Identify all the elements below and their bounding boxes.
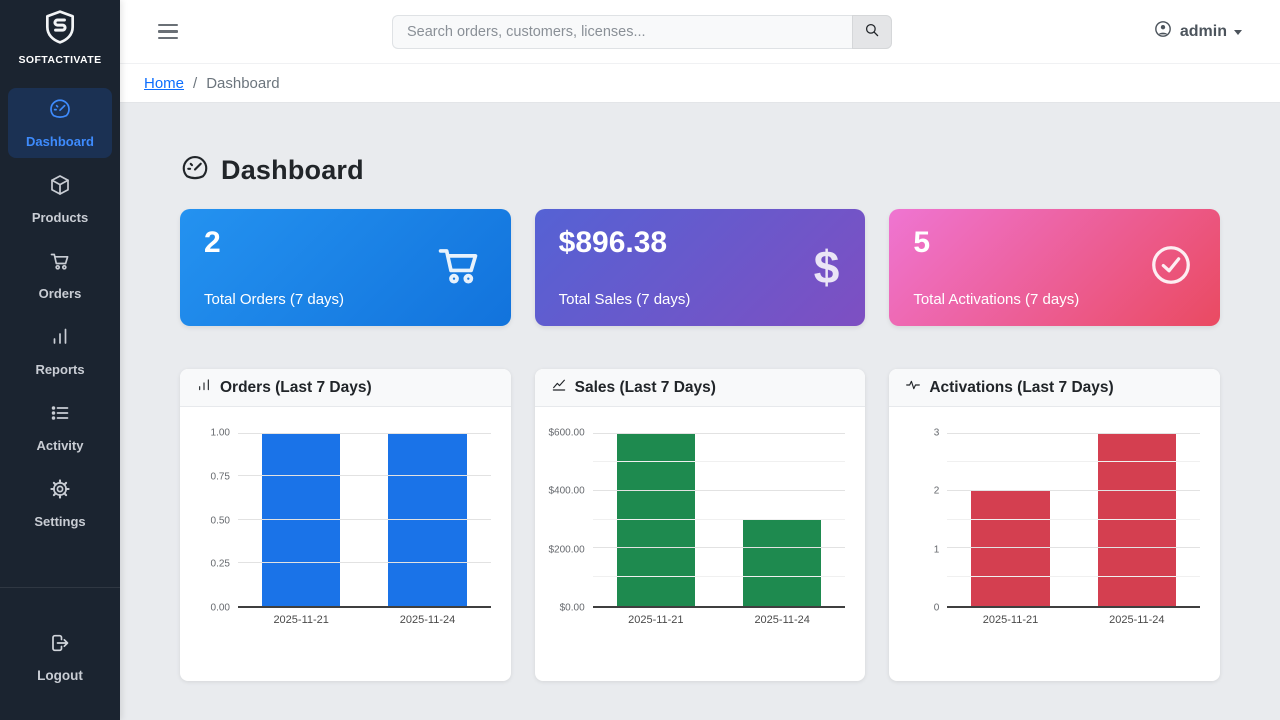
chart-canvas: 1.00 0.75 0.50 0.25 0.00 2025-11-21 2025-11-2…	[180, 407, 511, 681]
cart-icon	[48, 249, 72, 278]
breadcrumb-separator: /	[193, 74, 198, 92]
speedometer-icon	[180, 153, 210, 188]
chart-title: Orders (Last 7 Days)	[220, 378, 372, 396]
stat-value: $896.38	[558, 226, 668, 259]
sidebar: SOFTACTIVATE Dashboard Products	[0, 0, 120, 720]
chart-card-orders: Orders (Last 7 Days) 1.00 0.75 0.50 0.25 0.0…	[180, 369, 511, 681]
speedometer-icon	[48, 97, 72, 126]
sidebar-item-label: Orders	[38, 286, 82, 301]
sidebar-footer: Logout	[0, 587, 120, 720]
chart-cards: Orders (Last 7 Days) 1.00 0.75 0.50 0.25 0.0…	[180, 369, 1220, 681]
sidebar-item-products[interactable]: Products	[8, 164, 112, 234]
x-axis-labels: 2025-11-21 2025-11-24	[982, 614, 1165, 626]
stat-value: 2	[204, 226, 221, 259]
person-circle-icon	[1153, 19, 1173, 44]
x-axis-labels: 2025-11-21 2025-11-24	[273, 614, 456, 626]
breadcrumb: Home / Dashboard	[120, 64, 1280, 103]
sidebar-nav: Dashboard Products Orders	[0, 82, 120, 544]
logout-icon	[48, 631, 72, 660]
sidebar-item-label: Activity	[36, 438, 84, 453]
brand-name: SOFTACTIVATE	[18, 54, 102, 66]
chart-canvas: $600.00 $400.00 $200.00 $0.00 2025-11-21 202…	[535, 407, 866, 681]
y-axis-labels: $600.00 $400.00 $200.00 $0.00	[548, 427, 585, 614]
chevron-down-icon	[1234, 30, 1242, 35]
search-button[interactable]	[852, 14, 892, 49]
chart-card-sales: Sales (Last 7 Days) $600.00 $400.00 $200.0…	[534, 369, 866, 681]
y-axis-labels: 1.00 0.75 0.50 0.25 0.00	[210, 427, 230, 614]
logout-label: Logout	[37, 668, 83, 683]
cart-icon	[433, 239, 485, 296]
breadcrumb-home-link[interactable]: Home	[144, 74, 185, 92]
main-content: Dashboard 2 Total Orders (7 days) $896.3…	[120, 103, 1280, 720]
plot-area	[947, 433, 1200, 608]
shield-logo-icon	[41, 8, 79, 51]
x-axis-labels: 2025-11-21 2025-11-24	[628, 614, 810, 626]
sidebar-item-dashboard[interactable]: Dashboard	[8, 88, 112, 158]
chart-title: Activations (Last 7 Days)	[929, 378, 1114, 396]
sidebar-item-activity[interactable]: Activity	[8, 392, 112, 462]
gear-icon	[48, 477, 72, 506]
stat-label: Total Orders (7 days)	[204, 291, 345, 308]
logout-button[interactable]: Logout	[8, 622, 112, 692]
line-chart-icon	[551, 377, 567, 398]
stat-card-total-activations: 5 Total Activations (7 days)	[889, 209, 1220, 326]
topbar: admin	[120, 0, 1280, 64]
sidebar-item-label: Dashboard	[26, 134, 94, 149]
sidebar-item-settings[interactable]: Settings	[8, 468, 112, 538]
breadcrumb-current: Dashboard	[206, 74, 280, 92]
brand-logo: SOFTACTIVATE	[0, 0, 120, 72]
hamburger-menu-icon[interactable]	[156, 18, 180, 45]
plot-area	[238, 433, 491, 608]
sidebar-item-orders[interactable]: Orders	[8, 240, 112, 310]
chart-header: Activations (Last 7 Days)	[889, 369, 1220, 407]
sidebar-item-label: Reports	[35, 362, 85, 377]
sidebar-item-reports[interactable]: Reports	[8, 316, 112, 386]
check-circle-icon	[1148, 242, 1194, 293]
page-title-text: Dashboard	[221, 155, 364, 185]
chart-header: Sales (Last 7 Days)	[534, 369, 866, 407]
plot-area	[592, 433, 846, 608]
stat-card-total-sales: $896.38 Total Sales (7 days) $	[534, 209, 866, 326]
bar-chart-icon	[48, 325, 72, 354]
stat-cards: 2 Total Orders (7 days) $896.38 Total Sa…	[180, 209, 1220, 326]
sidebar-item-label: Settings	[34, 514, 86, 529]
list-icon	[48, 401, 72, 430]
chart-header: Orders (Last 7 Days)	[180, 369, 511, 407]
chart-title: Sales (Last 7 Days)	[574, 378, 716, 396]
search-input[interactable]	[392, 14, 852, 49]
stat-label: Total Activations (7 days)	[913, 291, 1080, 308]
stat-label: Total Sales (7 days)	[558, 291, 691, 308]
activity-icon	[905, 377, 921, 398]
sidebar-item-label: Products	[31, 210, 89, 225]
bar-chart-icon	[196, 377, 212, 398]
box-icon	[48, 173, 72, 202]
user-name: admin	[1179, 22, 1227, 40]
page-title: Dashboard	[180, 153, 1220, 188]
stat-value: 5	[913, 226, 931, 259]
user-dropdown[interactable]: admin	[1153, 19, 1242, 44]
stat-card-total-orders: 2 Total Orders (7 days)	[180, 209, 511, 326]
search-icon	[863, 21, 881, 42]
search-bar	[392, 14, 892, 49]
dollar-icon: $	[813, 241, 840, 293]
